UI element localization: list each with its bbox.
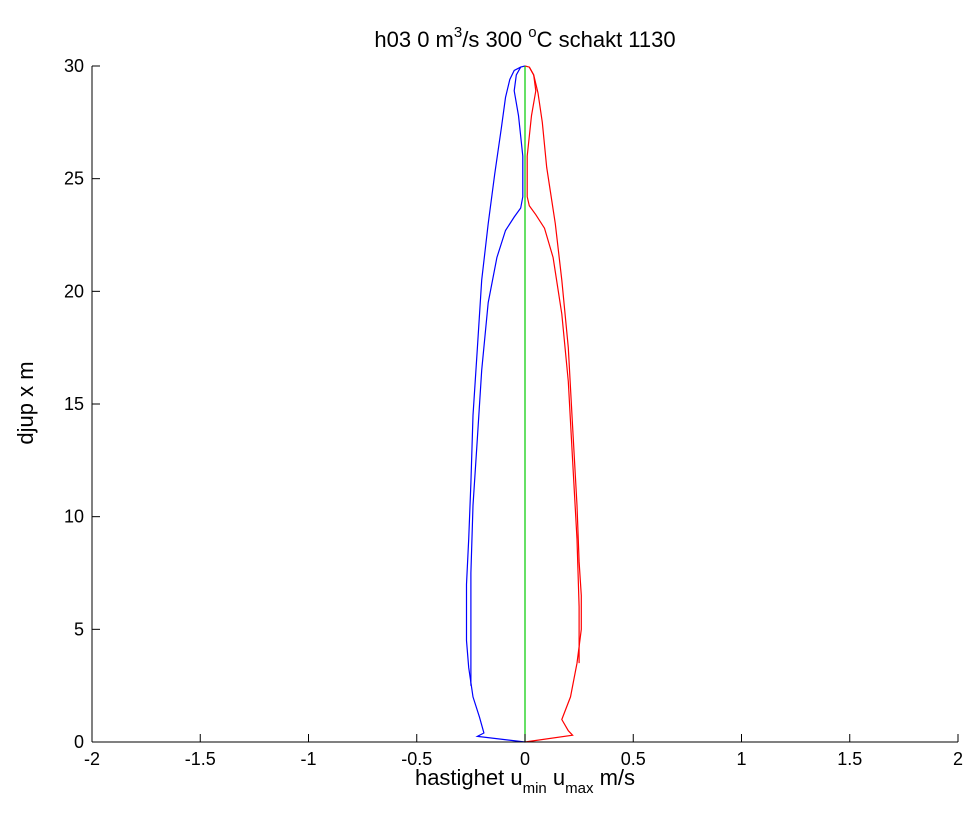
y-tick-label: 25 [64, 169, 84, 189]
x-tick-label: 2 [953, 749, 963, 769]
x-tick-label: -0.5 [401, 749, 432, 769]
x-label-suffix: m/s [593, 765, 635, 790]
y-tick-label: 15 [64, 394, 84, 414]
title-flow-exponent: 3 [454, 24, 462, 41]
x-label-sub-max: max [565, 780, 594, 797]
x-tick-label: 0 [520, 749, 530, 769]
x-label-prefix: hastighet u [415, 765, 523, 790]
y-axis-label: djup x m [13, 361, 38, 444]
series-line-umin_inner [470, 66, 524, 686]
x-tick-label: 0.5 [621, 749, 646, 769]
x-tick-label: -2 [84, 749, 100, 769]
title-flow-unit: /s 300 [462, 27, 528, 52]
y-tick-label: 5 [74, 619, 84, 639]
x-tick-label: 1.5 [837, 749, 862, 769]
x-tick-label: -1.5 [185, 749, 216, 769]
chart-title: h03 0 m3/s 300 oC schakt 1130 [374, 24, 675, 52]
x-tick-label: 1 [736, 749, 746, 769]
y-tick-label: 30 [64, 56, 84, 76]
series-line-umin_outer [465, 65, 526, 743]
y-tick-label: 0 [74, 732, 84, 752]
title-prefix: h03 0 m [374, 27, 454, 52]
title-degree: o [528, 24, 536, 41]
title-suffix: C schakt 1130 [537, 27, 676, 52]
y-tick-label: 10 [64, 507, 84, 527]
x-label-mid: u [547, 765, 565, 790]
x-tick-label: -1 [300, 749, 316, 769]
x-label-sub-min: min [523, 780, 547, 797]
series-line-umax_outer [524, 65, 582, 743]
series-line-umax_inner [526, 66, 580, 664]
y-tick-label: 20 [64, 281, 84, 301]
x-axis-label: hastighet umin umax m/s [415, 765, 635, 797]
